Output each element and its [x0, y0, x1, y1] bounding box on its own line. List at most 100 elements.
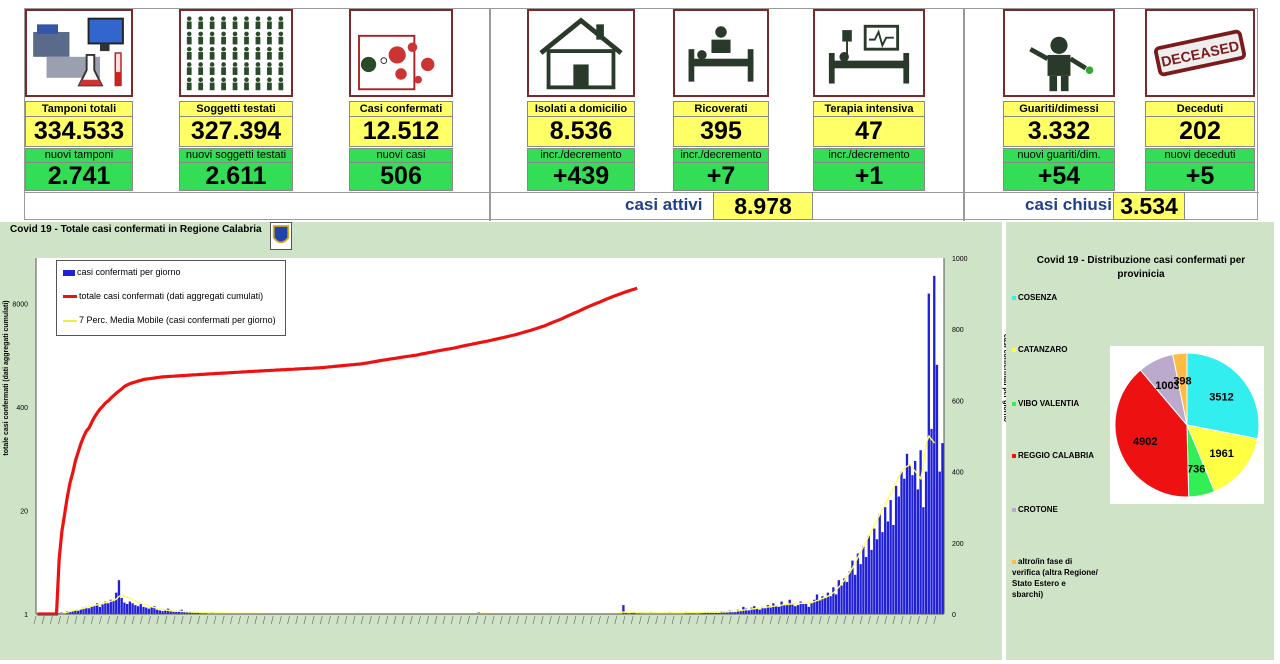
x-axis-date-tick	[614, 615, 618, 625]
daily-case-bar	[908, 464, 911, 614]
daily-case-bar	[799, 601, 802, 614]
x-axis-date-tick	[704, 615, 708, 625]
daily-case-bar	[829, 596, 832, 614]
left-axis-tick-label: 20	[20, 509, 28, 516]
x-axis-date-tick	[426, 615, 429, 625]
region-crest-icon	[270, 222, 292, 250]
card-value: 334.533	[25, 117, 133, 147]
daily-case-bar	[845, 581, 849, 614]
daily-case-bar	[813, 599, 816, 614]
daily-case-bar	[747, 610, 750, 614]
daily-case-bar	[131, 603, 134, 614]
daily-case-bar	[897, 496, 900, 614]
pie-legend-catanzaro: CATANZARO	[1012, 344, 1098, 355]
card-label: Terapia intensiva	[813, 101, 925, 117]
daily-case-bar	[638, 612, 641, 614]
pie-slice	[1114, 369, 1190, 498]
card-value: 327.394	[179, 117, 293, 147]
x-axis-date-tick	[270, 615, 274, 625]
daily-case-bar	[728, 610, 731, 614]
x-axis-date-tick	[622, 615, 626, 625]
x-axis-date-tick	[123, 615, 127, 625]
daily-case-bar	[709, 612, 712, 614]
daily-case-bar	[161, 611, 164, 614]
daily-case-bar	[941, 443, 944, 614]
x-axis-date-tick	[311, 615, 315, 625]
daily-case-bar	[185, 611, 189, 614]
daily-case-bar	[739, 611, 742, 614]
daily-case-bar	[164, 609, 167, 614]
x-axis-date-tick	[131, 615, 135, 625]
chart-legend: casi confermati per giorno totale casi c…	[56, 260, 286, 336]
left-axis-tick-label: 400	[16, 405, 28, 412]
card-delta: +54	[1003, 163, 1115, 191]
x-axis-date-tick	[557, 615, 560, 625]
card-guariti: Guariti/dimessi 3.332 nuovi guariti/dim.…	[1003, 9, 1115, 193]
virus-person-icon	[349, 9, 453, 97]
daily-case-bar	[76, 610, 80, 614]
daily-case-bar	[736, 609, 740, 614]
x-axis-date-tick	[197, 615, 200, 625]
daily-case-bar	[859, 564, 862, 614]
x-axis-date-tick	[843, 615, 847, 625]
x-axis-date-tick	[753, 615, 757, 625]
daily-case-bar	[202, 612, 205, 614]
x-axis-date-tick	[213, 615, 217, 625]
x-axis-date-tick	[737, 615, 740, 625]
x-axis-date-tick	[221, 615, 225, 625]
dashboard-panel: Tamponi totali 334.533 nuovi tamponi 2.7…	[24, 8, 1259, 221]
right-axis-tick-label: 200	[952, 541, 964, 548]
x-axis-date-tick	[532, 615, 536, 625]
x-axis-date-tick	[172, 615, 176, 625]
daily-case-bar	[837, 580, 840, 614]
daily-case-bar	[744, 608, 748, 614]
pie-slice	[1186, 352, 1260, 440]
x-axis-date-tick	[540, 615, 544, 625]
daily-case-bar	[112, 600, 115, 614]
pie-slice-label: 398	[1173, 376, 1191, 388]
right-axis-tick-label: 400	[952, 470, 964, 477]
pie-slice-label: 1961	[1209, 448, 1233, 460]
daily-case-bar	[753, 606, 756, 614]
daily-case-bar	[802, 603, 805, 614]
x-axis-date-tick	[442, 615, 446, 625]
daily-case-bar	[881, 532, 884, 614]
x-axis-date-tick	[434, 615, 438, 625]
daily-case-bar	[750, 607, 753, 614]
x-axis-date-tick	[344, 615, 348, 625]
daily-case-bar	[104, 601, 107, 614]
daily-case-bar	[87, 608, 91, 614]
x-axis-date-tick	[320, 615, 323, 625]
x-axis-date-tick	[189, 615, 192, 625]
x-axis-date-tick	[401, 615, 405, 625]
daily-case-bar	[818, 600, 821, 614]
card-label: Isolati a domicilio	[527, 101, 635, 117]
x-axis-date-tick	[769, 615, 773, 625]
x-axis-date-tick	[835, 615, 838, 625]
x-axis-date-tick	[819, 615, 822, 625]
line-bar-chart-panel: Covid 19 - Totale casi confermati in Reg…	[0, 222, 1009, 660]
daily-case-bar	[142, 606, 145, 614]
daily-case-bar	[731, 611, 734, 614]
x-axis-date-tick	[393, 615, 397, 625]
recovered-person-icon	[1003, 9, 1115, 97]
card-label: Tamponi totali	[25, 101, 133, 117]
card-sublabel: nuovi deceduti	[1145, 148, 1255, 163]
card-label: Ricoverati	[673, 101, 769, 117]
daily-case-bar	[188, 611, 192, 614]
daily-case-bar	[115, 592, 118, 614]
daily-case-bar	[878, 514, 881, 614]
x-axis-date-tick	[745, 615, 748, 625]
x-axis-date-tick	[786, 615, 789, 625]
daily-case-bar	[914, 460, 917, 614]
card-tamponi: Tamponi totali 334.533 nuovi tamponi 2.7…	[25, 9, 133, 193]
daily-case-bar	[183, 611, 186, 614]
x-axis-date-tick	[246, 615, 249, 625]
x-axis-date-tick	[663, 615, 667, 625]
daily-case-bar	[153, 606, 156, 614]
x-axis-date-tick	[581, 615, 585, 625]
daily-case-bar	[894, 485, 898, 614]
x-axis-date-tick	[606, 615, 609, 625]
pie-legend-crotone: CROTONE	[1012, 504, 1098, 515]
